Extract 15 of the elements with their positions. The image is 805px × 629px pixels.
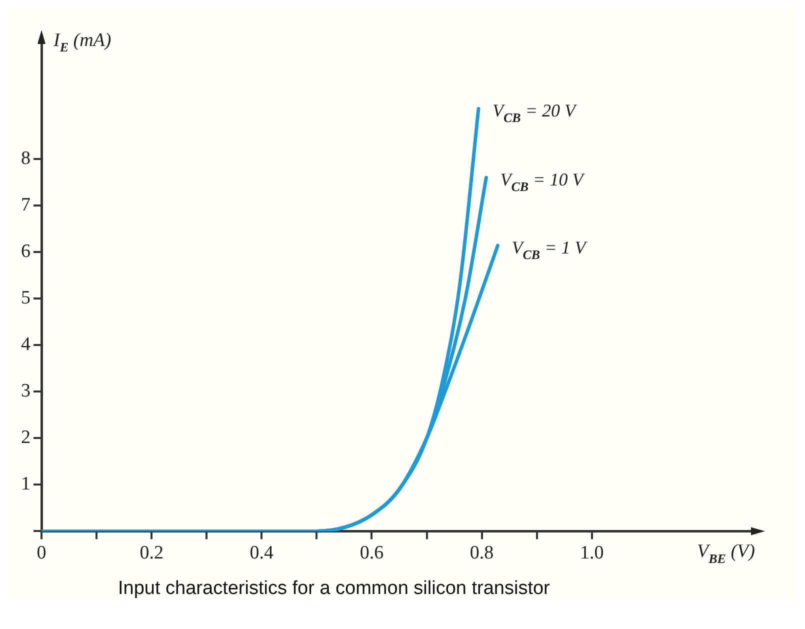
x-tick-label: 1.0 [580,542,604,564]
x-tick-label: 0.8 [470,542,494,564]
y-tick-label: 2 [21,427,30,448]
text: Input characteristics for a common silicon transistor [117,578,551,600]
y-tick-label: 5 [21,288,30,309]
x-tick-label: 0.6 [360,542,384,564]
y-tick-label: 8 [21,148,30,169]
x-tick-label: 0.4 [250,542,274,564]
y-tick-label: 3 [21,380,30,402]
y-tick-label: 4 [21,334,31,356]
x-tick-label: 0 [36,542,46,564]
y-tick-label: 7 [21,194,30,216]
y-tick-label: 1 [21,474,30,495]
y-tick-label: 6 [21,241,30,262]
x-tick-label: 0.2 [140,542,164,564]
